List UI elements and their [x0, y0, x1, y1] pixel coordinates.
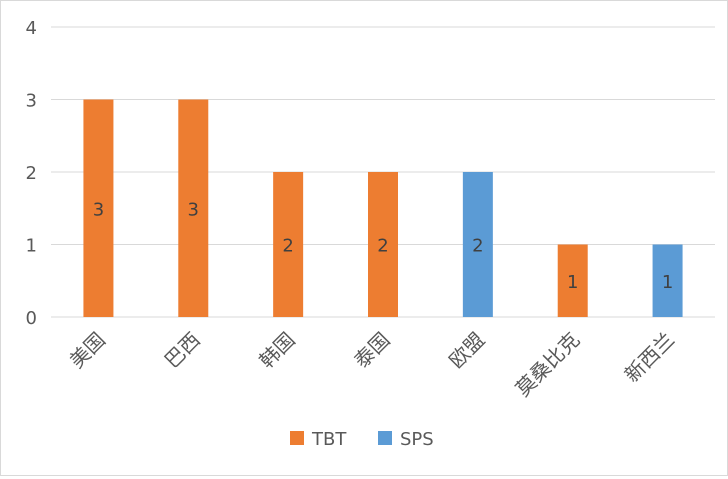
data-label: 3 — [93, 199, 104, 220]
bar-tbt — [557, 244, 588, 317]
data-label: 3 — [188, 199, 199, 220]
bar-tbt — [368, 172, 398, 317]
data-label: 1 — [662, 272, 673, 293]
data-label: 2 — [282, 236, 293, 257]
x-category-label: 韩国 — [254, 328, 299, 373]
data-labels: 3 3 2 2 2 1 1 — [93, 199, 674, 293]
legend-label-sps: SPS — [400, 429, 434, 450]
bar-sps — [652, 244, 683, 317]
y-tick-label: 2 — [26, 163, 37, 184]
x-category-label: 巴西 — [160, 328, 205, 373]
y-tick-label: 3 — [26, 91, 37, 112]
bar-tbt — [273, 172, 304, 317]
x-category-label: 欧盟 — [444, 328, 489, 373]
bar-sps — [462, 172, 493, 317]
x-category-label: 泰国 — [349, 328, 394, 373]
x-axis-labels: 美国 巴西 韩国 泰国 欧盟 莫桑比克 新西兰 — [65, 328, 679, 402]
legend-swatch-tbt — [290, 431, 304, 445]
x-category-label: 新西兰 — [620, 328, 679, 387]
legend: TBT SPS — [290, 429, 434, 450]
data-label: 2 — [377, 236, 388, 257]
bars — [83, 99, 683, 317]
x-category-label: 莫桑比克 — [511, 328, 585, 402]
bar-tbt — [178, 99, 209, 317]
data-label: 2 — [472, 236, 483, 257]
y-tick-label: 4 — [26, 18, 37, 39]
y-tick-label: 1 — [26, 236, 37, 257]
data-label: 1 — [567, 272, 578, 293]
bar-tbt — [83, 99, 114, 317]
legend-swatch-sps — [378, 431, 392, 445]
y-axis-ticks: 0 1 2 3 4 — [26, 18, 37, 329]
x-category-label: 美国 — [65, 328, 110, 373]
y-tick-label: 0 — [26, 308, 37, 329]
legend-label-tbt: TBT — [311, 429, 347, 450]
